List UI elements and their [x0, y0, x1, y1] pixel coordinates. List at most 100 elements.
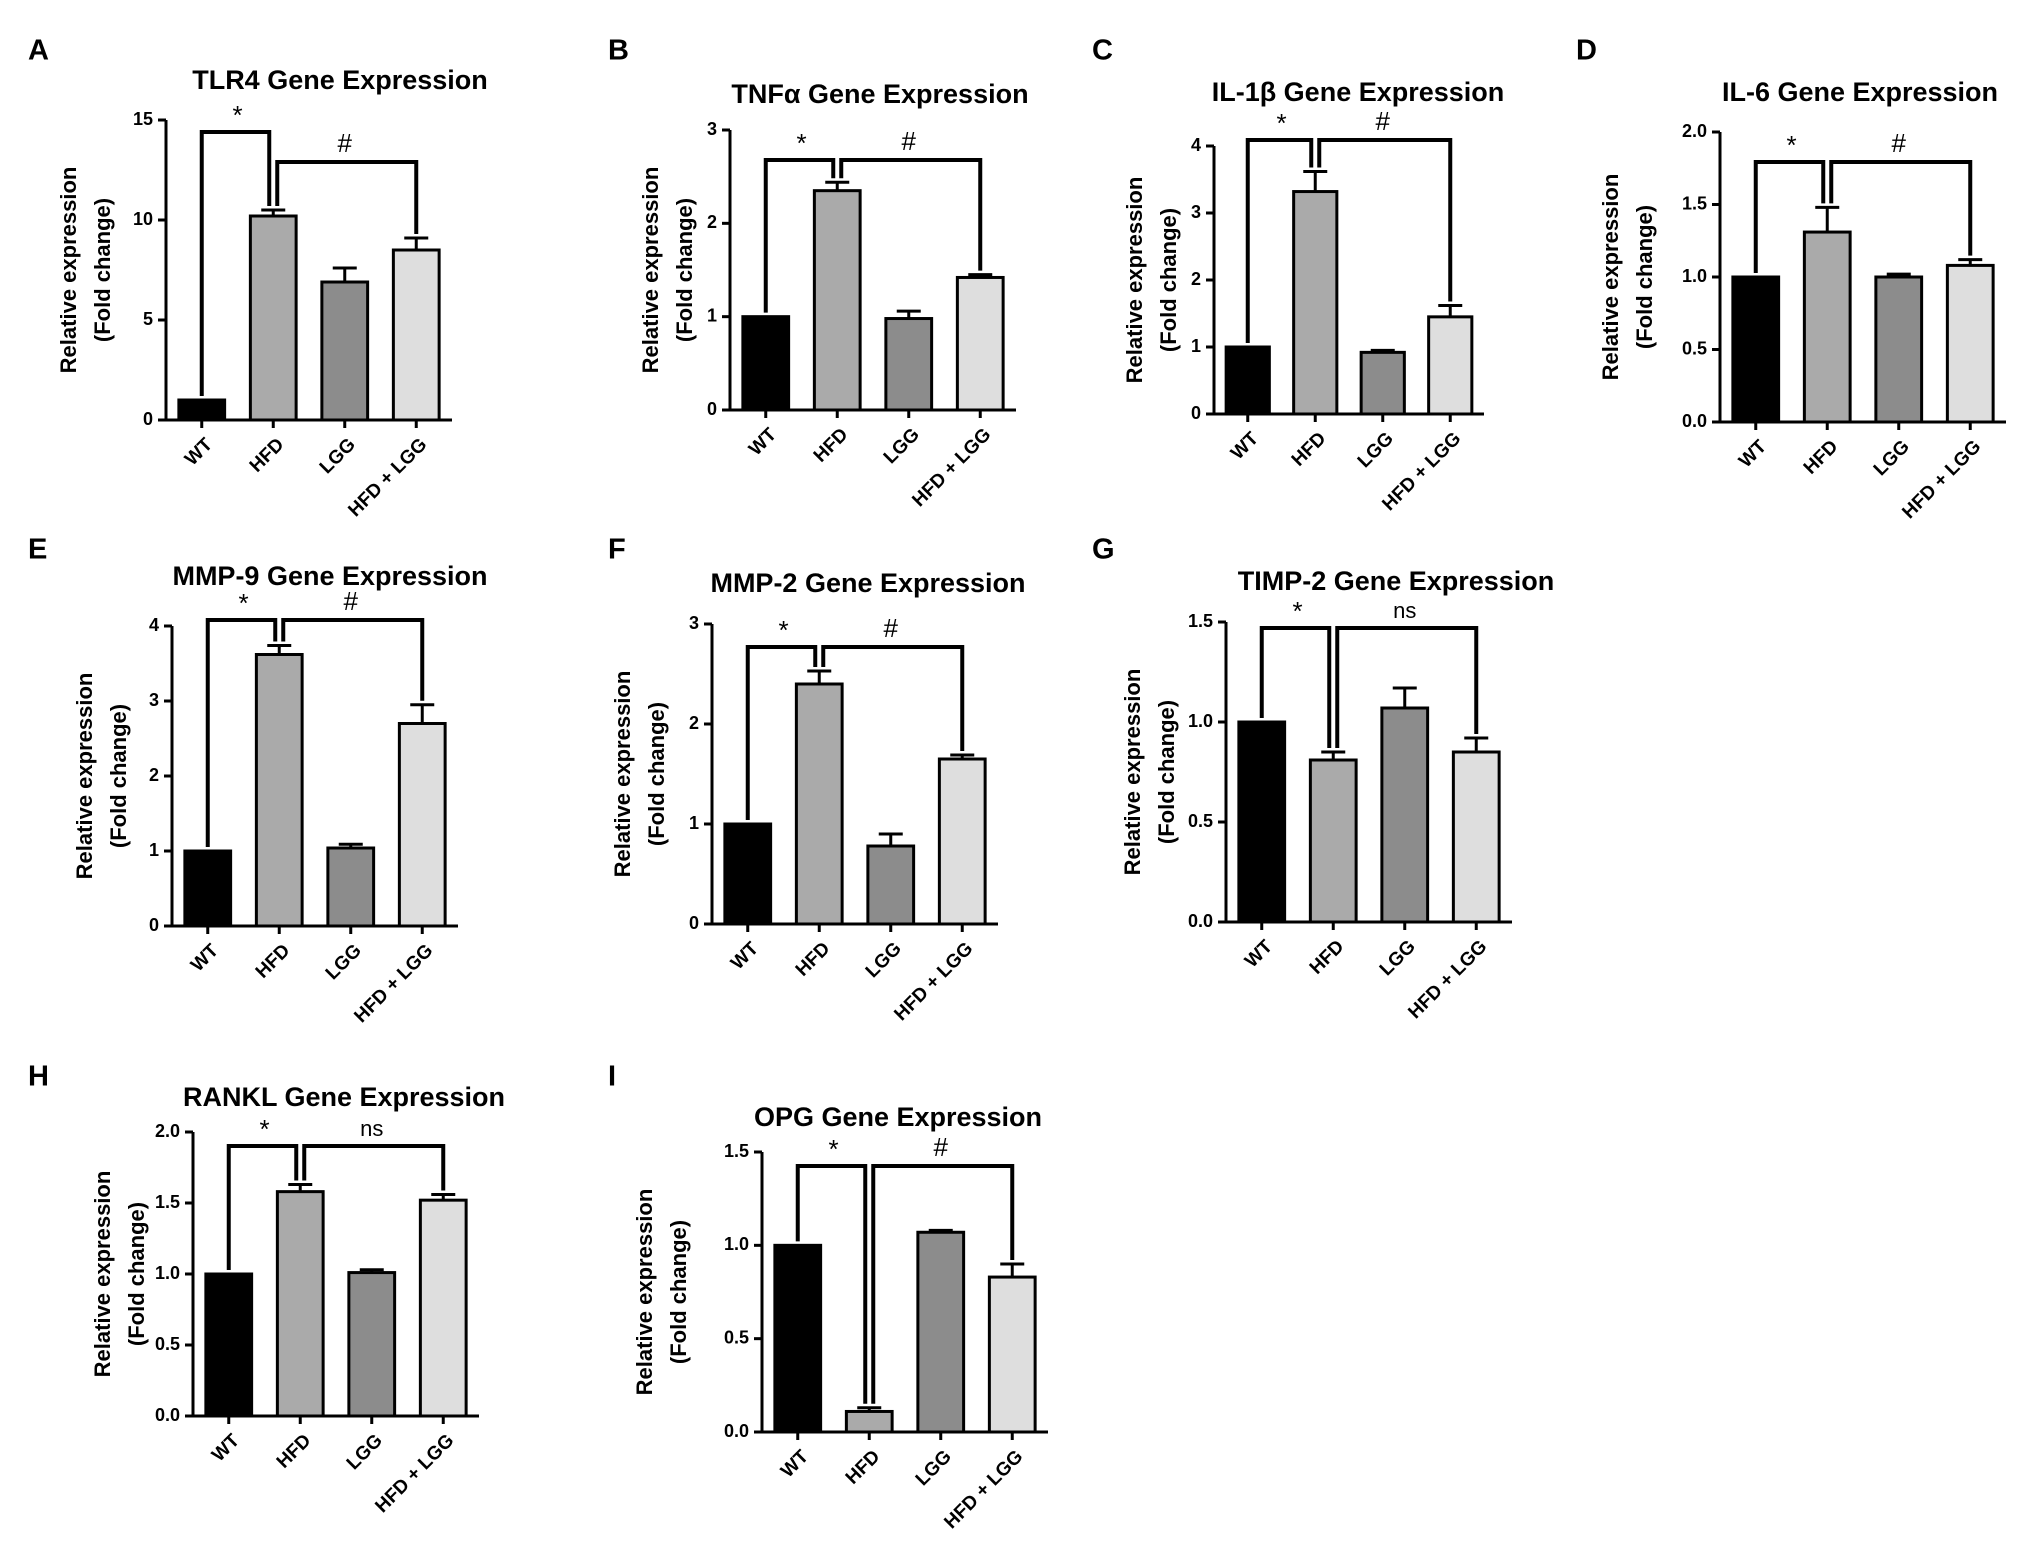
x-tick-label: HFD	[810, 424, 852, 466]
significance-hash: #	[338, 128, 353, 158]
y-tick-label: 3	[689, 613, 699, 633]
panel-label: H	[28, 1061, 49, 1093]
bracket-wt-vs-hfd	[205, 618, 278, 847]
bar-lgg	[320, 280, 370, 422]
panel-label: I	[608, 1061, 616, 1093]
y-tick-label: 1.0	[724, 1234, 749, 1254]
x-tick-label: LGG	[880, 424, 924, 468]
bracket-wt-vs-hfd	[1753, 160, 1826, 273]
x-tick-label: HFD	[842, 1446, 884, 1488]
y-tick-label: 0	[143, 409, 153, 429]
significance-ns: ns	[1393, 598, 1416, 623]
y-tick-label: 3	[149, 690, 159, 710]
bar-hfd	[1308, 758, 1358, 924]
bracket-wt-vs-hfd	[199, 130, 272, 396]
bracket-wt-vs-hfd	[795, 1164, 868, 1404]
panel-h: H RANKL Gene Expression Relative expressio…	[28, 1061, 505, 1517]
y-tick-label: 0.5	[1682, 338, 1707, 358]
panel-label: F	[608, 534, 626, 566]
bar-lgg	[347, 1271, 397, 1418]
bracket-hfd-vs-combo	[1829, 160, 1973, 256]
bar-hfd-lgg	[391, 248, 441, 422]
y-tick-label: 4	[1191, 135, 1201, 155]
bracket-hfd-vs-combo	[839, 158, 983, 271]
chart-title: IL-6 Gene Expression	[1722, 77, 1998, 107]
y-tick-label: 1.5	[155, 1192, 180, 1212]
y-tick-label: 2.0	[155, 1121, 180, 1141]
panel-d: D IL-6 Gene Expression Relative expression…	[1576, 35, 2006, 523]
significance-star: *	[238, 588, 248, 618]
bar-hfd	[248, 214, 298, 422]
bar-lgg	[866, 844, 916, 926]
y-tick-label: 0.0	[1682, 411, 1707, 431]
y-axis-label: Relative expression	[56, 167, 81, 374]
y-axis-label: Relative expression	[638, 167, 663, 374]
x-tick-label: WT	[208, 1430, 244, 1466]
y-axis-label-units: (Fold change)	[90, 198, 115, 342]
x-tick-label: HFD	[1306, 936, 1348, 978]
x-tick-label: LGG	[316, 434, 360, 478]
x-tick-label: LGG	[1870, 436, 1914, 480]
y-tick-label: 2.0	[1682, 121, 1707, 141]
chart-title: RANKL Gene Expression	[183, 1082, 505, 1112]
y-tick-label: 4	[149, 615, 159, 635]
x-tick-label: LGG	[912, 1446, 956, 1490]
bracket-hfd-vs-combo	[275, 160, 419, 234]
y-axis-label-units: (Fold change)	[106, 704, 131, 848]
y-axis-label: Relative expression	[90, 1171, 115, 1378]
y-tick-label: 1.5	[1682, 193, 1707, 213]
y-axis-label: Relative expression	[610, 671, 635, 878]
bar-hfd-lgg	[987, 1275, 1037, 1434]
bar-hfd	[275, 1190, 325, 1418]
bracket-wt-vs-hfd	[745, 645, 818, 820]
bar-wt	[204, 1272, 254, 1418]
y-tick-label: 0.0	[724, 1421, 749, 1441]
bracket-wt-vs-hfd	[226, 1144, 299, 1270]
y-tick-label: 0.0	[1188, 911, 1213, 931]
bar-hfd-lgg	[937, 757, 987, 926]
x-tick-label: HFD	[273, 1430, 315, 1472]
bar-wt	[177, 398, 227, 422]
significance-hash: #	[1376, 106, 1391, 136]
bracket-wt-vs-hfd	[1245, 138, 1314, 343]
bar-hfd	[1292, 190, 1339, 416]
y-tick-label: 2	[149, 765, 159, 785]
bracket-hfd-vs-combo	[302, 1144, 446, 1191]
bar-wt	[1224, 345, 1271, 416]
x-tick-label: WT	[745, 424, 781, 460]
y-axis-label: Relative expression	[1120, 669, 1145, 876]
y-tick-label: 1.5	[1188, 611, 1213, 631]
bar-hfd	[812, 189, 862, 412]
bar-wt	[183, 849, 233, 928]
y-tick-label: 1	[1191, 336, 1201, 356]
x-tick-label: WT	[1241, 936, 1277, 972]
bar-wt	[1731, 275, 1781, 424]
bar-wt	[741, 315, 791, 412]
bar-wt	[773, 1243, 823, 1434]
bar-wt	[723, 822, 773, 926]
y-axis-label-units: (Fold change)	[672, 198, 697, 342]
y-tick-label: 1	[149, 840, 159, 860]
panel-label: A	[28, 35, 49, 67]
bar-hfd	[844, 1409, 894, 1434]
bar-lgg	[916, 1230, 966, 1434]
chart-title: MMP-2 Gene Expression	[710, 568, 1025, 598]
bar-lgg	[884, 317, 934, 412]
panel-c: C IL-1β Gene Expression Relative expressio…	[1092, 35, 1504, 515]
bar-hfd-lgg	[1427, 315, 1474, 416]
bar-hfd-lgg	[1451, 750, 1501, 924]
y-tick-label: 0	[689, 913, 699, 933]
x-tick-label: WT	[1227, 428, 1263, 464]
y-tick-label: 10	[133, 209, 153, 229]
x-tick-label: LGG	[1354, 428, 1398, 472]
y-tick-label: 1.0	[155, 1263, 180, 1283]
x-tick-label: WT	[1735, 436, 1771, 472]
x-tick-label: HFD	[246, 434, 288, 476]
y-tick-label: 1.0	[1682, 266, 1707, 286]
bar-lgg	[1359, 350, 1406, 416]
panel-label: B	[608, 35, 629, 67]
significance-hash: #	[884, 613, 899, 643]
y-tick-label: 0	[707, 399, 717, 419]
y-axis-label: Relative expression	[632, 1189, 657, 1396]
